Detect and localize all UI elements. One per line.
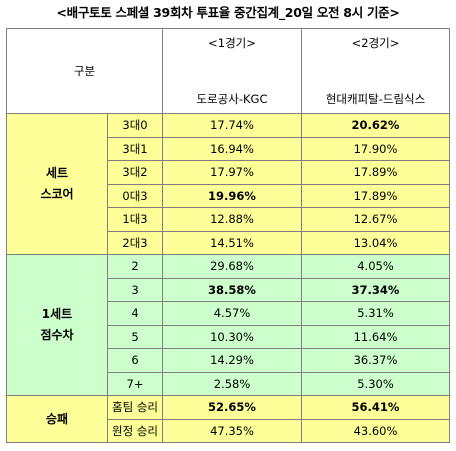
game2-value: 37.34% [301,277,450,302]
game1-value: 17.74% [162,113,302,138]
game2-value: 13.04% [301,230,450,255]
game1-number: <1경기> [208,36,256,50]
table-row: 6 14.29% 36.37% [7,348,450,373]
set-diff-group: 1세트 점수차 [6,254,108,396]
win-loss-label: 승패 [45,411,69,426]
row-label: 6 [107,348,163,373]
game2-header: <2경기> 현대캐피탈-드림식스 [301,28,450,114]
vote-rate-table: 구분 <1경기> 도로공사-KGC <2경기> 현대캐피탈-드림식스 세트 스코… [6,28,450,443]
row-label: 5 [107,324,163,349]
game2-value: 43.60% [301,418,450,443]
game2-value: 5.30% [301,371,450,396]
game2-value: 17.89% [301,160,450,185]
category-header: 구분 [6,28,163,114]
game1-value: 19.96% [162,183,302,208]
row-label: 2대3 [107,230,163,255]
table-title: <배구토토 스페셜 39회차 투표율 중간집계_20일 오전 8시 기준> [56,5,400,20]
row-label: 7+ [107,371,163,396]
win-loss-group: 승패 [6,395,108,443]
game1-value: 16.94% [162,136,302,161]
game1-value: 2.58% [162,371,302,396]
row-label: 홈팀 승리 [107,395,163,420]
game1-value: 14.29% [162,348,302,373]
game1-value: 52.65% [162,395,302,420]
game2-value: 36.37% [301,348,450,373]
table-row: 세트 스코어 3대0 17.74% 20.62% [6,113,450,255]
game2-number: <2경기> [351,36,400,50]
game2-value: 4.05% [301,254,450,279]
row-label: 1대3 [107,207,163,232]
table-row: 2대3 14.51% 13.04% [7,230,450,255]
table-row: 4 4.57% 5.31% [7,301,450,326]
set-score-group: 세트 스코어 [6,113,108,255]
game1-value: 14.51% [162,230,302,255]
table-row: 원정 승리 47.35% 43.60% [7,418,450,443]
set-diff-line2: 점수차 [40,328,74,342]
table-row: 7+ 2.58% 5.30% [7,371,450,396]
game2-value: 17.89% [301,183,450,208]
set-diff-line1: 1세트 [41,307,73,321]
game1-value: 47.35% [162,418,302,443]
game1-value: 4.57% [162,301,302,326]
table-row: 1대3 12.88% 12.67% [7,207,450,232]
table-row: 3 38.58% 37.34% [7,277,450,302]
row-label: 3대0 [107,113,163,138]
table-row: 3대1 16.94% 17.90% [7,136,450,161]
header-row: 구분 <1경기> 도로공사-KGC <2경기> 현대캐피탈-드림식스 [6,28,450,114]
row-label: 0대3 [107,183,163,208]
table-row: 0대3 19.96% 17.89% [7,183,450,208]
row-label: 2 [107,254,163,279]
table-row: 승패 홈팀 승리 52.65% 56.41% [6,395,450,443]
game2-value: 5.31% [301,301,450,326]
game1-value: 17.97% [162,160,302,185]
game2-value: 11.64% [301,324,450,349]
row-label: 3대1 [107,136,163,161]
row-label: 4 [107,301,163,326]
game2-value: 56.41% [301,395,450,420]
table-row: 5 10.30% 11.64% [7,324,450,349]
game1-value: 29.68% [162,254,302,279]
game1-header: <1경기> 도로공사-KGC [162,28,302,114]
game1-teams: 도로공사-KGC [196,92,268,106]
game1-value: 38.58% [162,277,302,302]
set-score-line2: 스코어 [40,187,74,201]
game2-value: 20.62% [301,113,450,138]
table-row: 1세트 점수차 2 29.68% 4.05% [6,254,450,396]
row-label: 3대2 [107,160,163,185]
game2-teams: 현대캐피탈-드림식스 [325,92,426,106]
set-score-line1: 세트 [45,166,69,180]
game2-value: 17.90% [301,136,450,161]
row-label: 원정 승리 [107,418,163,443]
game2-value: 12.67% [301,207,450,232]
row-label: 3 [107,277,163,302]
game1-value: 12.88% [162,207,302,232]
game1-value: 10.30% [162,324,302,349]
